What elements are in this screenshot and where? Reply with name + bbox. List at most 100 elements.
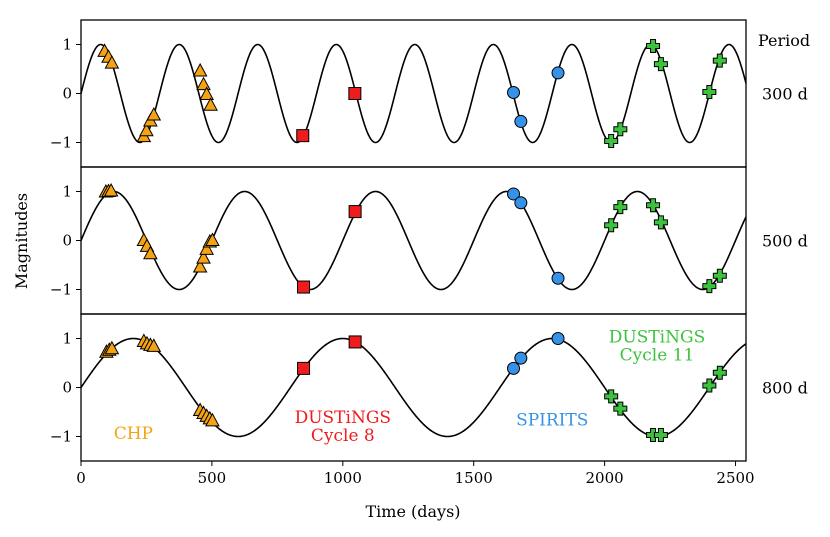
square-marker (296, 129, 310, 143)
plus-marker (653, 215, 668, 230)
x-tick-label: 1000 (324, 469, 362, 487)
square-marker (348, 335, 362, 349)
annotation-label: SPIRITS (516, 410, 588, 430)
triangle-marker (196, 76, 211, 91)
x-tick-label: 1500 (455, 469, 493, 487)
panel-800d: −1 0 1 800 d 0 500 1000 1500 2000 2500 (50, 313, 808, 487)
triangle-marker (104, 340, 120, 355)
plus-marker (646, 38, 661, 53)
circle-marker (551, 332, 565, 345)
plus-marker (604, 218, 619, 233)
triangle-marker (192, 258, 208, 273)
x-axis-label: Time (days) (365, 502, 460, 521)
annotation-line: CHP (114, 424, 153, 444)
series-dustings-cycle-11 (604, 38, 727, 149)
plus-marker (653, 57, 668, 72)
series-chp (97, 43, 218, 143)
y-tick-label: −1 (50, 134, 72, 152)
square-marker (297, 361, 311, 375)
square-marker (348, 205, 362, 219)
x-tick-label: 500 (198, 469, 227, 487)
plus-marker (702, 85, 717, 100)
triangle-marker (199, 86, 215, 100)
annotation-line: Cycle 8 (311, 426, 375, 446)
square-marker (348, 87, 362, 100)
y-axis-label: Magnitudes (12, 193, 31, 289)
series-dustings-cycle-11 (604, 198, 727, 294)
x-tick-label: 2500 (716, 469, 754, 487)
x-tick-label: 2000 (586, 469, 624, 487)
triangle-marker (203, 97, 218, 111)
plus-marker (712, 268, 727, 283)
sinusoid-curve-300d (80, 43, 747, 144)
y-tick-label: 1 (62, 36, 72, 54)
annotation-label: DUSTiNGS Cycle 11 (609, 328, 705, 366)
triangle-marker (143, 245, 158, 260)
panel-frame (80, 19, 747, 168)
triangle-marker (205, 232, 220, 246)
sinusoid-curve-800d (80, 337, 747, 438)
series-dustings-cycle-8 (297, 205, 362, 294)
square-marker (297, 280, 311, 294)
series-chp (98, 182, 220, 273)
plus-marker (613, 200, 628, 215)
triangle-marker (104, 55, 120, 69)
annotation-line: DUSTiNGS (295, 408, 391, 428)
triangle-marker (192, 62, 208, 77)
triangle-marker (146, 338, 162, 352)
plus-marker (604, 134, 619, 149)
triangle-marker (196, 250, 211, 264)
y-tick-label: 0 (62, 85, 72, 103)
annotation-line: DUSTiNGS (609, 328, 705, 348)
circle-marker (507, 187, 521, 201)
series-dustings-cycle-8 (297, 335, 362, 375)
series-spirits (507, 332, 565, 375)
triangle-marker (139, 122, 154, 137)
y-tick-label: 1 (62, 330, 72, 348)
series-spirits (507, 187, 565, 285)
x-tick-label: 0 (76, 469, 86, 487)
y-tick-label: 0 (62, 232, 72, 250)
circle-marker (551, 271, 565, 285)
series-dustings-cycle-11 (604, 365, 727, 443)
series-dustings-cycle-8 (296, 87, 362, 143)
triangle-marker (103, 182, 119, 197)
plus-marker (702, 279, 717, 294)
series-spirits (507, 66, 565, 128)
annotation-line: SPIRITS (516, 410, 588, 430)
y-tick-label: 0 (62, 379, 72, 397)
circle-marker (514, 351, 528, 365)
panel-frame (80, 166, 747, 315)
series-chp (99, 333, 220, 427)
annotation-line: Cycle 11 (620, 346, 695, 366)
annotation-label: CHP (114, 424, 153, 444)
panel-300d: −1 0 1 300 d (50, 19, 808, 168)
period-label: 300 d (762, 85, 808, 104)
plus-marker (604, 389, 619, 404)
circle-marker (514, 114, 528, 128)
triangle-marker (146, 107, 162, 121)
period-header: Period (758, 31, 810, 50)
y-tick-label: −1 (50, 428, 72, 446)
annotation-label: DUSTiNGS Cycle 8 (295, 408, 391, 446)
period-label: 500 d (762, 232, 808, 251)
plus-marker (613, 122, 628, 137)
y-tick-label: −1 (50, 281, 72, 299)
plus-marker (653, 428, 668, 443)
period-label: 800 d (762, 379, 808, 398)
circle-marker (514, 196, 528, 210)
y-tick-label: 1 (62, 183, 72, 201)
sinusoid-curve-500d (80, 190, 747, 291)
circle-marker (551, 66, 565, 80)
plus-marker (646, 198, 661, 213)
plus-marker (613, 401, 628, 416)
plus-marker (712, 365, 727, 380)
plus-marker (702, 378, 717, 393)
triangle-marker (205, 412, 220, 427)
circle-marker (507, 86, 521, 100)
circle-marker (507, 361, 521, 375)
triangle-marker (199, 241, 215, 255)
plus-marker (712, 53, 727, 68)
panel-500d: −1 0 1 500 d (50, 166, 808, 315)
